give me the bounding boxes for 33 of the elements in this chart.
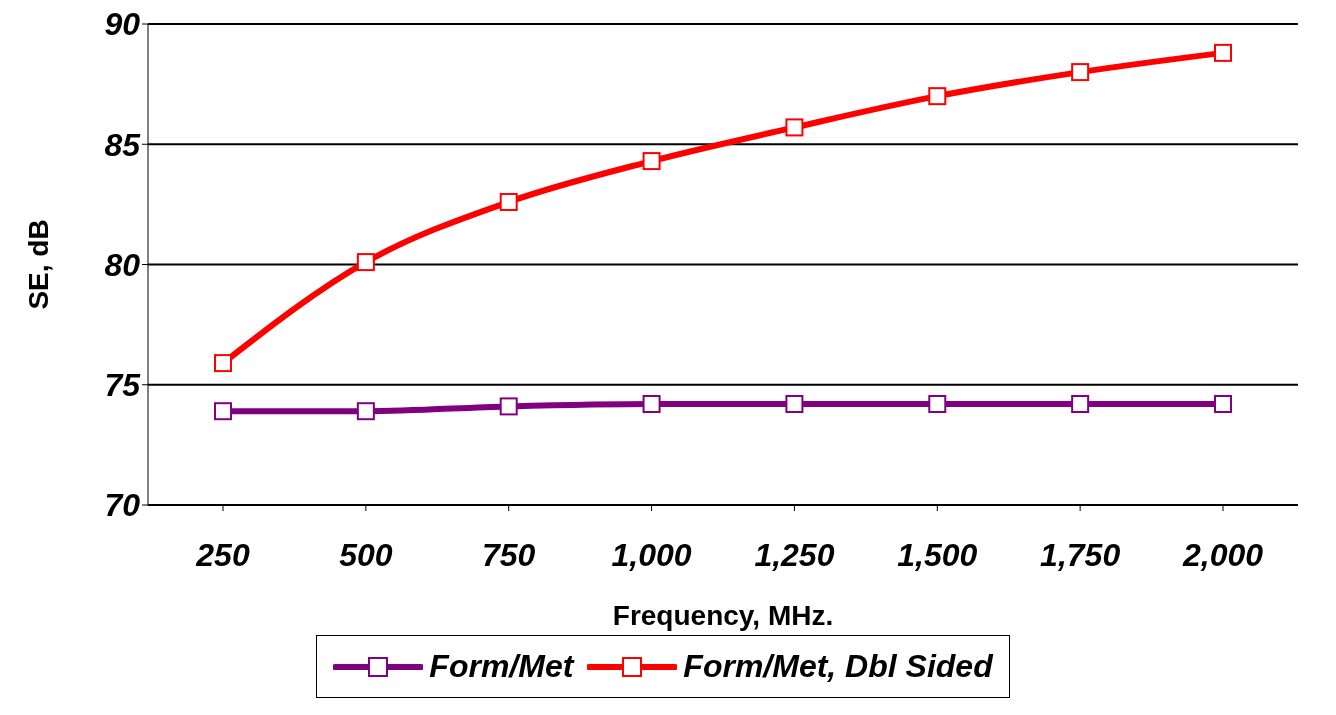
x-tick-label: 1,250 <box>754 536 835 573</box>
point <box>1071 394 1090 413</box>
legend-label: Form/Met, Dbl Sided <box>683 648 993 685</box>
point <box>928 394 947 413</box>
y-tick-label: 90 <box>104 6 141 43</box>
x-tick-label: 1,750 <box>1040 536 1121 573</box>
y-tick-label: 75 <box>104 367 142 404</box>
point <box>499 192 518 211</box>
point <box>356 253 375 272</box>
x-tick-label: 2,000 <box>1181 536 1264 573</box>
point <box>499 397 518 416</box>
y-tick-label: 70 <box>104 487 141 524</box>
point <box>642 152 661 171</box>
x-tick-label: 1,000 <box>611 536 692 573</box>
x-tick-label: 250 <box>195 536 250 573</box>
point <box>785 118 804 137</box>
x-axis-title: Frequency, MHz. <box>612 600 834 631</box>
point <box>642 394 661 413</box>
y-axis-title: SE, dB <box>22 219 54 310</box>
point <box>785 394 804 413</box>
x-tick-label: 500 <box>339 536 393 573</box>
point <box>214 402 232 421</box>
y-tick-label: 85 <box>104 126 142 163</box>
point <box>356 402 375 421</box>
point <box>214 354 232 373</box>
point <box>1214 394 1232 413</box>
y-tick-label: 80 <box>104 246 141 283</box>
x-tick-label: 750 <box>482 536 536 573</box>
point <box>1214 43 1232 62</box>
point <box>928 87 947 106</box>
x-tick-label: 1,500 <box>897 536 978 573</box>
legend-label: Form/Met <box>429 648 574 685</box>
point <box>1071 63 1090 82</box>
